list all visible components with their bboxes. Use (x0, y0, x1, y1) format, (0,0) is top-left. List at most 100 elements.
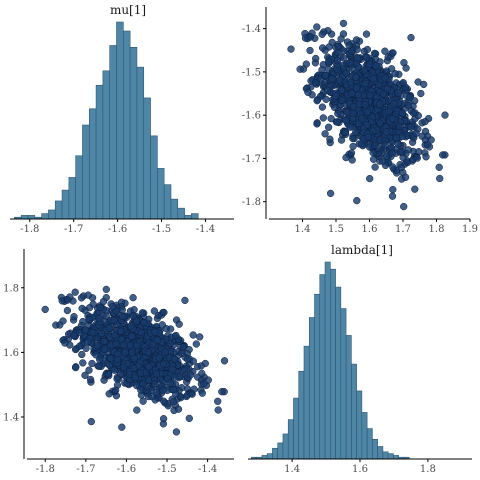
mu-lambda-scatter-x-tick-label: 1.6 (362, 224, 378, 235)
lambda-hist-bar (298, 370, 305, 460)
mu-lambda-scatter-point (399, 79, 407, 87)
mu-lambda-scatter-point (324, 123, 333, 131)
mu-lambda-scatter-point (376, 119, 384, 127)
mu-hist-bar (95, 84, 104, 220)
lambda-mu-scatter-point (174, 405, 183, 413)
lambda-mu-scatter-point (159, 386, 167, 394)
lambda-mu-scatter-point (70, 331, 78, 340)
mu-lambda-scatter-point (435, 163, 443, 171)
mu-lambda-scatter-point (318, 44, 327, 52)
mu-lambda-scatter-point (321, 130, 329, 138)
mu-lambda-scatter-point (412, 129, 420, 137)
mu-lambda-scatter-point (323, 86, 332, 95)
mu-lambda-scatter-point (382, 128, 391, 136)
lambda-mu-scatter-point (118, 306, 126, 314)
mu-hist-bar (177, 207, 185, 220)
lambda-mu-scatter-point (159, 415, 168, 423)
mu-lambda-scatter-x-tick-label: 1.4 (295, 224, 311, 235)
lambda-hist-x-tick-label: 1.6 (352, 464, 368, 475)
mu-lambda-scatter-point (345, 41, 353, 49)
mu-hist-x-tick-label: -1.4 (196, 224, 215, 235)
mu-lambda-scatter-point (337, 136, 346, 144)
mu-lambda-scatter-y-tick-label: -1.4 (242, 24, 261, 35)
mu-lambda-scatter-point (363, 45, 372, 54)
lambda-hist-bar (319, 274, 326, 460)
mu-lambda-scatter-point (326, 189, 335, 198)
lambda-mu-scatter-point (172, 428, 181, 436)
mu-lambda-scatter-point (348, 156, 356, 164)
lambda-mu-scatter-point (175, 320, 183, 328)
mu-lambda-scatter-point (388, 149, 396, 157)
mu-lambda-scatter-x-tick-label: 1.8 (429, 224, 445, 235)
lambda-hist-bar (272, 447, 278, 460)
mu-lambda-scatter-point (313, 97, 321, 105)
lambda-mu-scatter-point (81, 326, 90, 334)
lambda-hist-bar (314, 293, 321, 460)
lambda-mu-scatter-point (95, 314, 103, 323)
lambda-mu-scatter-point (151, 380, 159, 388)
lambda-mu-scatter-point (113, 355, 121, 364)
lambda-mu-scatter-point (152, 370, 161, 378)
lambda-histogram-panel: lambda[1] 1.4 1.6 1.8 (248, 243, 472, 475)
lambda-mu-scatter-point (140, 318, 148, 327)
lambda-hist-bar (356, 390, 363, 460)
lambda-hist-bar (335, 286, 342, 460)
mu-lambda-scatter-point (333, 57, 342, 65)
lambda-mu-scatter-x-tick-label: -1.8 (36, 464, 55, 475)
mu-lambda-scatter-point (383, 85, 392, 93)
lambda-mu-scatter-point (102, 312, 110, 320)
mu-lambda-scatter-point (312, 54, 320, 63)
mu-lambda-scatter-point (338, 86, 346, 94)
lambda-mu-scatter-point (95, 362, 103, 370)
lambda-mu-scatter-point (130, 364, 138, 372)
lambda-mu-scatter-point (138, 309, 147, 317)
lambda-mu-scatter-point (110, 316, 118, 324)
lambda-hist-bar (277, 442, 284, 460)
mu-hist-bar (41, 213, 49, 220)
lambda-hist-bar (345, 335, 352, 460)
mu-hist-bar (163, 184, 172, 220)
mu-hist-bar (129, 47, 138, 220)
mu-lambda-scatter-point (396, 123, 404, 131)
lambda-mu-scatter-point (121, 348, 129, 356)
mu-lambda-scatter-y-tick-label: -1.7 (242, 154, 261, 165)
lambda-hist-bar (387, 453, 394, 460)
mu-lambda-scatter-point (313, 23, 321, 31)
mu-lambda-scatter-point (348, 89, 356, 97)
lambda-mu-scatter-point (85, 304, 94, 312)
mu-hist-bar (75, 155, 83, 220)
mu-lambda-scatter-point (389, 49, 397, 57)
lambda-mu-scatter-point (196, 333, 204, 341)
lambda-hist-bar (366, 428, 373, 460)
mu-lambda-scatter-point (389, 163, 397, 171)
mu-lambda-scatter-point (398, 109, 406, 117)
mu-lambda-scatter-point (313, 120, 321, 128)
mu-lambda-scatter-point (406, 93, 414, 101)
mu-lambda-scatter-point (409, 109, 417, 117)
lambda-mu-scatter-point (70, 313, 78, 321)
mu-lambda-scatter-point (342, 116, 350, 125)
mu-lambda-scatter-point (366, 91, 374, 100)
lambda-mu-scatter-point (63, 306, 72, 315)
lambda-hist-bar (308, 317, 315, 460)
lambda-mu-scatter-point (137, 328, 145, 337)
lambda-mu-scatter-point (99, 297, 108, 306)
mu-lambda-scatter-point (335, 76, 344, 84)
mu-hist-bar (136, 66, 145, 220)
mu-lambda-scatter-point (349, 134, 357, 143)
mu-lambda-scatter-point (364, 133, 372, 141)
lambda-mu-scatter-point (117, 327, 125, 335)
lambda-mu-scatter-point (118, 312, 127, 320)
mu-lambda-scatter-point (306, 46, 314, 55)
lambda-mu-scatter-point (160, 308, 168, 317)
lambda-mu-scatter-point (128, 332, 136, 340)
lambda-mu-scatter-point (113, 375, 121, 383)
mu-lambda-scatter-point (328, 75, 336, 83)
lambda-mu-scatter-point (129, 294, 137, 302)
mu-hist-x-tick-label: -1.6 (108, 224, 127, 235)
lambda-mu-scatter-point (170, 397, 178, 406)
mu-lambda-scatter-point (330, 103, 339, 112)
mu-lambda-scatter-point (379, 90, 388, 98)
lambda-hist-x-tick-label: 1.8 (420, 464, 436, 475)
